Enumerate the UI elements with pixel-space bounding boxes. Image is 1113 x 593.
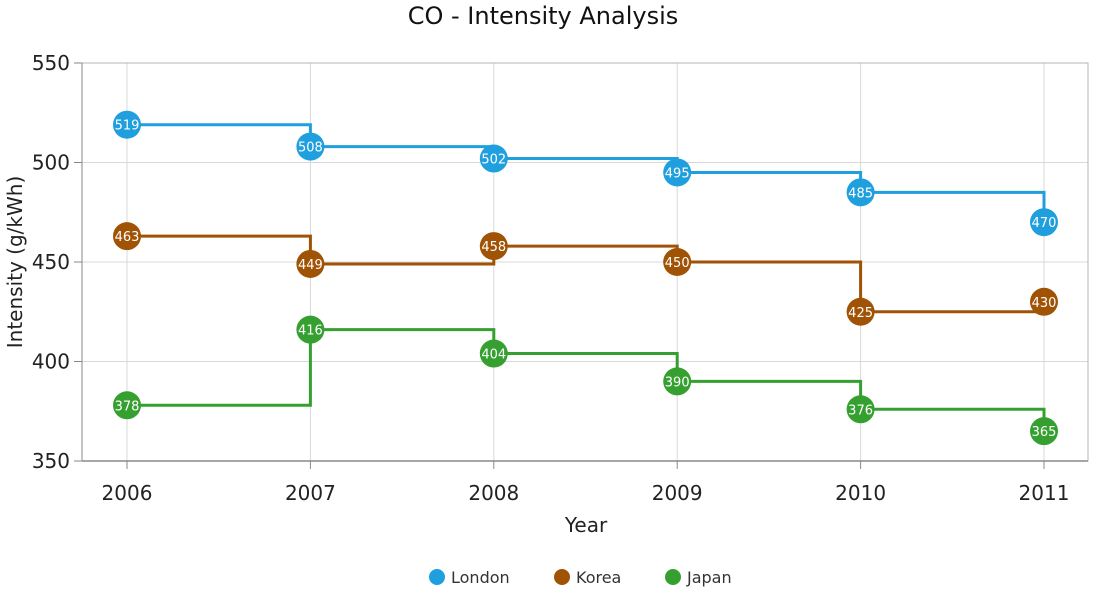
legend: London Korea Japan [429,568,732,587]
data-label-japan: 390 [665,375,690,390]
data-point-japan[interactable] [296,315,325,344]
data-label-london: 470 [1032,216,1057,231]
legend-marker-london[interactable] [429,569,445,585]
series-lines [127,123,1046,432]
data-point-korea[interactable] [296,249,325,278]
data-label-korea: 450 [665,256,690,271]
legend-marker-japan[interactable] [665,569,681,585]
x-tick-label: 2008 [468,481,519,505]
data-label-london: 485 [848,186,873,201]
data-point-japan[interactable] [846,395,875,424]
data-point-london[interactable] [113,110,141,139]
data-label-japan: 376 [848,403,873,418]
y-tick-label: 500 [32,151,70,175]
data-point-korea[interactable] [1030,287,1058,316]
data-label-japan: 365 [1032,425,1057,440]
data-point-korea[interactable] [113,222,141,251]
x-axis-title: Year [564,513,608,537]
data-point-korea[interactable] [479,232,508,261]
chart-title: CO - Intensity Analysis [408,2,679,30]
data-label-london: 495 [665,166,690,181]
data-point-korea[interactable] [663,248,692,276]
data-label-korea: 430 [1032,296,1057,311]
y-axis: 350 400 450 500 550 [32,51,83,473]
series-markers: 519 508 502 495 485 470 463 449 458 450 425 430 378 4… [113,110,1058,446]
data-label-korea: 425 [848,306,873,321]
y-tick-label: 450 [32,250,70,274]
legend-label-london[interactable]: London [451,568,510,587]
data-label-korea: 458 [481,240,506,255]
data-point-japan[interactable] [1030,417,1058,446]
y-tick-label: 550 [32,51,70,75]
x-tick-label: 2006 [102,481,153,505]
series-line-japan [127,328,1046,432]
data-label-japan: 416 [298,324,323,339]
data-point-london[interactable] [296,132,325,161]
data-point-london[interactable] [846,178,875,207]
x-tick-label: 2011 [1019,481,1070,505]
series-line-london [127,123,1046,223]
series-line-korea [127,234,1046,314]
y-tick-label: 350 [32,449,70,473]
legend-label-japan[interactable]: Japan [686,568,732,587]
data-point-london[interactable] [663,158,692,187]
data-label-london: 508 [298,141,323,156]
data-label-london: 502 [481,153,506,168]
data-point-japan[interactable] [113,391,141,420]
x-axis: 2006 2007 2008 2009 2010 2011 [82,460,1088,505]
data-point-london[interactable] [1030,208,1058,237]
data-label-korea: 449 [298,258,323,273]
data-label-japan: 378 [115,399,140,414]
x-tick-label: 2007 [285,481,336,505]
data-label-london: 519 [115,119,140,134]
grid [82,62,1088,462]
data-point-japan[interactable] [663,367,692,396]
data-label-japan: 404 [481,348,506,363]
data-label-korea: 463 [115,230,140,245]
legend-label-korea[interactable]: Korea [576,568,621,587]
data-point-japan[interactable] [479,339,508,368]
x-tick-label: 2010 [835,481,886,505]
x-tick-label: 2009 [652,481,703,505]
y-axis-title: Intensity (g/kWh) [3,176,27,348]
y-tick-label: 400 [32,350,70,374]
data-point-korea[interactable] [846,297,875,326]
data-point-london[interactable] [479,144,508,173]
legend-marker-korea[interactable] [554,569,570,585]
